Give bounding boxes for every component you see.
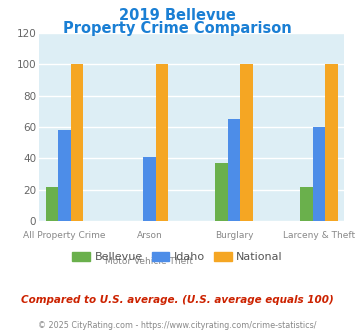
Text: Property Crime Comparison: Property Crime Comparison — [63, 21, 292, 36]
Bar — [143, 157, 155, 221]
Text: © 2025 CityRating.com - https://www.cityrating.com/crime-statistics/: © 2025 CityRating.com - https://www.city… — [38, 321, 317, 330]
Text: 2019 Bellevue: 2019 Bellevue — [119, 8, 236, 23]
Bar — [215, 163, 228, 221]
Bar — [155, 64, 168, 221]
Bar — [228, 119, 240, 221]
Bar — [58, 130, 71, 221]
Text: All Property Crime: All Property Crime — [23, 231, 106, 240]
Legend: Bellevue, Idaho, National: Bellevue, Idaho, National — [68, 248, 287, 267]
Bar — [313, 127, 325, 221]
Text: Burglary: Burglary — [215, 231, 253, 240]
Bar — [325, 64, 338, 221]
Text: Compared to U.S. average. (U.S. average equals 100): Compared to U.S. average. (U.S. average … — [21, 295, 334, 305]
Text: Arson: Arson — [136, 231, 162, 240]
Bar — [240, 64, 253, 221]
Bar — [46, 187, 58, 221]
Bar — [71, 64, 83, 221]
Text: Motor Vehicle Theft: Motor Vehicle Theft — [105, 257, 193, 266]
Bar — [300, 187, 313, 221]
Text: Larceny & Theft: Larceny & Theft — [283, 231, 355, 240]
